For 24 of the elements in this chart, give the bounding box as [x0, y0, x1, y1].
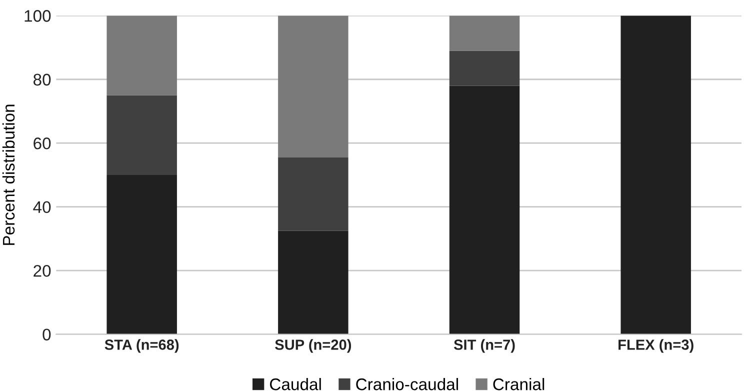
legend-label: Caudal: [270, 378, 321, 390]
bar: [449, 50, 520, 86]
y-tick-label: 0: [42, 328, 51, 341]
bar: [278, 230, 348, 334]
bar: [106, 95, 177, 175]
y-tick-label: 60: [34, 138, 51, 150]
bar: [449, 16, 520, 51]
x-tick-label: STA (n=68): [104, 339, 179, 353]
bar: [106, 16, 177, 96]
y-axis-title: Percent distribution: [2, 104, 15, 245]
bar: [278, 16, 348, 158]
bar: [278, 157, 348, 231]
legend-label: Cranio-caudal: [356, 378, 458, 390]
y-tick-label: 100: [24, 10, 51, 22]
bar: [106, 174, 177, 334]
y-tick-label: 40: [33, 201, 51, 214]
legend-label: Cranial: [493, 378, 544, 390]
x-tick-label: SIT (n=7): [454, 339, 515, 353]
x-tick-label: FLEX (n=3): [618, 339, 694, 353]
y-tick-label: 20: [34, 264, 51, 277]
bar: [449, 86, 520, 334]
x-tick-label: SUP (n=20): [275, 339, 352, 353]
y-tick-label: 80: [34, 74, 51, 86]
bar: [620, 16, 691, 334]
